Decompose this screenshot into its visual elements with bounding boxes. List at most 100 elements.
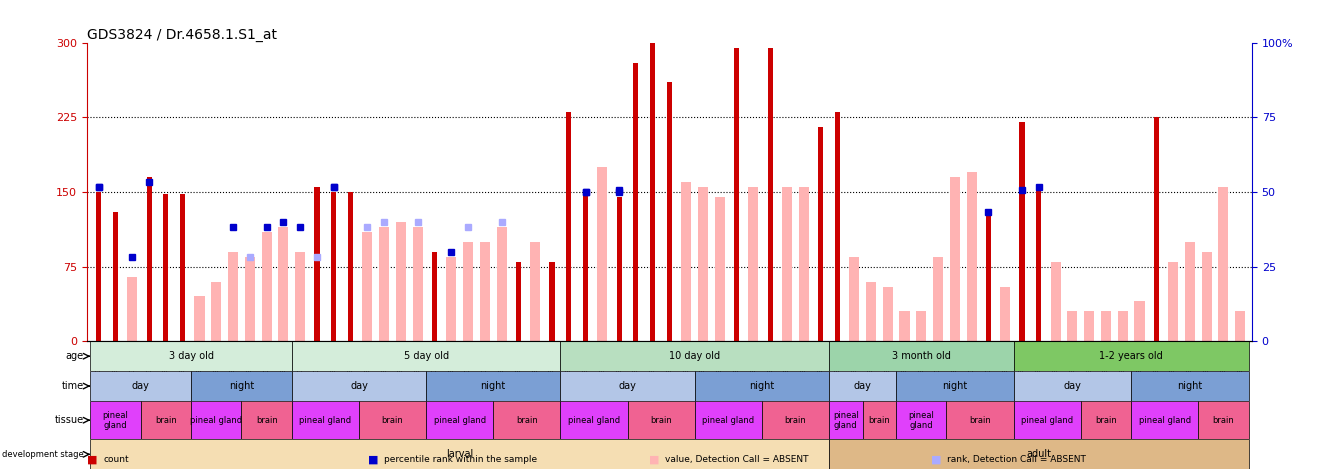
Bar bbox=[396, 222, 406, 341]
Bar bbox=[734, 47, 739, 341]
FancyBboxPatch shape bbox=[241, 401, 292, 439]
Text: day: day bbox=[349, 381, 368, 391]
Bar bbox=[181, 194, 185, 341]
Text: brain: brain bbox=[1213, 416, 1235, 425]
Text: 3 month old: 3 month old bbox=[892, 351, 951, 361]
Bar bbox=[633, 63, 639, 341]
Bar bbox=[597, 167, 608, 341]
FancyBboxPatch shape bbox=[1014, 341, 1248, 371]
FancyBboxPatch shape bbox=[829, 371, 896, 401]
Bar bbox=[682, 182, 691, 341]
Bar bbox=[698, 187, 708, 341]
Bar bbox=[967, 172, 976, 341]
FancyBboxPatch shape bbox=[493, 401, 561, 439]
Bar bbox=[363, 232, 372, 341]
Bar bbox=[212, 282, 221, 341]
FancyBboxPatch shape bbox=[896, 371, 1014, 401]
FancyBboxPatch shape bbox=[292, 371, 426, 401]
Text: GDS3824 / Dr.4658.1.S1_at: GDS3824 / Dr.4658.1.S1_at bbox=[87, 27, 277, 42]
Text: larval: larval bbox=[446, 449, 473, 459]
FancyBboxPatch shape bbox=[292, 401, 359, 439]
Bar bbox=[1185, 242, 1194, 341]
Text: day: day bbox=[131, 381, 150, 391]
Bar bbox=[1000, 286, 1010, 341]
Bar bbox=[446, 257, 457, 341]
Bar bbox=[112, 212, 118, 341]
Bar bbox=[986, 212, 991, 341]
FancyBboxPatch shape bbox=[561, 341, 829, 371]
FancyBboxPatch shape bbox=[695, 401, 762, 439]
Bar bbox=[516, 262, 521, 341]
Bar bbox=[1101, 311, 1111, 341]
Bar bbox=[1154, 118, 1158, 341]
Text: ■: ■ bbox=[931, 455, 941, 465]
FancyBboxPatch shape bbox=[191, 401, 241, 439]
Bar bbox=[497, 227, 506, 341]
FancyBboxPatch shape bbox=[426, 371, 561, 401]
Text: pineal gland: pineal gland bbox=[434, 416, 486, 425]
Bar bbox=[315, 187, 320, 341]
Text: age: age bbox=[66, 351, 83, 361]
Text: brain: brain bbox=[651, 416, 672, 425]
FancyBboxPatch shape bbox=[1014, 401, 1081, 439]
FancyBboxPatch shape bbox=[191, 371, 292, 401]
Text: night: night bbox=[750, 381, 774, 391]
FancyBboxPatch shape bbox=[1198, 401, 1248, 439]
Text: pineal gland: pineal gland bbox=[568, 416, 620, 425]
Bar bbox=[147, 177, 151, 341]
Text: development stage: development stage bbox=[1, 450, 83, 459]
Bar bbox=[818, 128, 823, 341]
Text: pineal gland: pineal gland bbox=[1138, 416, 1190, 425]
Bar bbox=[295, 252, 305, 341]
Text: pineal
gland: pineal gland bbox=[908, 410, 935, 430]
Bar bbox=[1036, 187, 1042, 341]
Bar bbox=[1168, 262, 1178, 341]
FancyBboxPatch shape bbox=[695, 371, 829, 401]
Bar bbox=[279, 227, 288, 341]
Bar bbox=[412, 227, 423, 341]
Bar bbox=[916, 311, 927, 341]
Text: time: time bbox=[62, 381, 83, 391]
FancyBboxPatch shape bbox=[1014, 371, 1131, 401]
FancyBboxPatch shape bbox=[829, 439, 1248, 469]
FancyBboxPatch shape bbox=[829, 401, 862, 439]
Bar bbox=[1134, 301, 1145, 341]
Bar bbox=[799, 187, 809, 341]
Bar bbox=[667, 82, 672, 341]
Text: brain: brain bbox=[785, 416, 806, 425]
Bar bbox=[127, 277, 138, 341]
Text: rank, Detection Call = ABSENT: rank, Detection Call = ABSENT bbox=[947, 456, 1086, 464]
Text: day: day bbox=[619, 381, 636, 391]
Text: brain: brain bbox=[969, 416, 991, 425]
FancyBboxPatch shape bbox=[292, 341, 561, 371]
Bar bbox=[715, 197, 724, 341]
FancyBboxPatch shape bbox=[1131, 371, 1248, 401]
Bar bbox=[163, 194, 169, 341]
Text: ■: ■ bbox=[87, 455, 98, 465]
Bar bbox=[582, 194, 588, 341]
FancyBboxPatch shape bbox=[359, 401, 426, 439]
FancyBboxPatch shape bbox=[1081, 401, 1131, 439]
Bar bbox=[432, 252, 437, 341]
Bar bbox=[651, 43, 655, 341]
Text: ■: ■ bbox=[368, 455, 379, 465]
Bar bbox=[1235, 311, 1245, 341]
FancyBboxPatch shape bbox=[141, 401, 191, 439]
Bar bbox=[194, 297, 205, 341]
Text: brain: brain bbox=[256, 416, 277, 425]
Bar bbox=[900, 311, 909, 341]
FancyBboxPatch shape bbox=[896, 401, 947, 439]
Text: pineal gland: pineal gland bbox=[300, 416, 351, 425]
Bar bbox=[882, 286, 893, 341]
FancyBboxPatch shape bbox=[91, 371, 191, 401]
FancyBboxPatch shape bbox=[762, 401, 829, 439]
Bar bbox=[348, 192, 353, 341]
Text: count: count bbox=[103, 456, 129, 464]
Text: percentile rank within the sample: percentile rank within the sample bbox=[384, 456, 537, 464]
Bar bbox=[1118, 311, 1127, 341]
Bar bbox=[530, 242, 540, 341]
Text: brain: brain bbox=[869, 416, 890, 425]
Text: ■: ■ bbox=[649, 455, 660, 465]
Bar bbox=[566, 112, 572, 341]
Bar bbox=[463, 242, 473, 341]
